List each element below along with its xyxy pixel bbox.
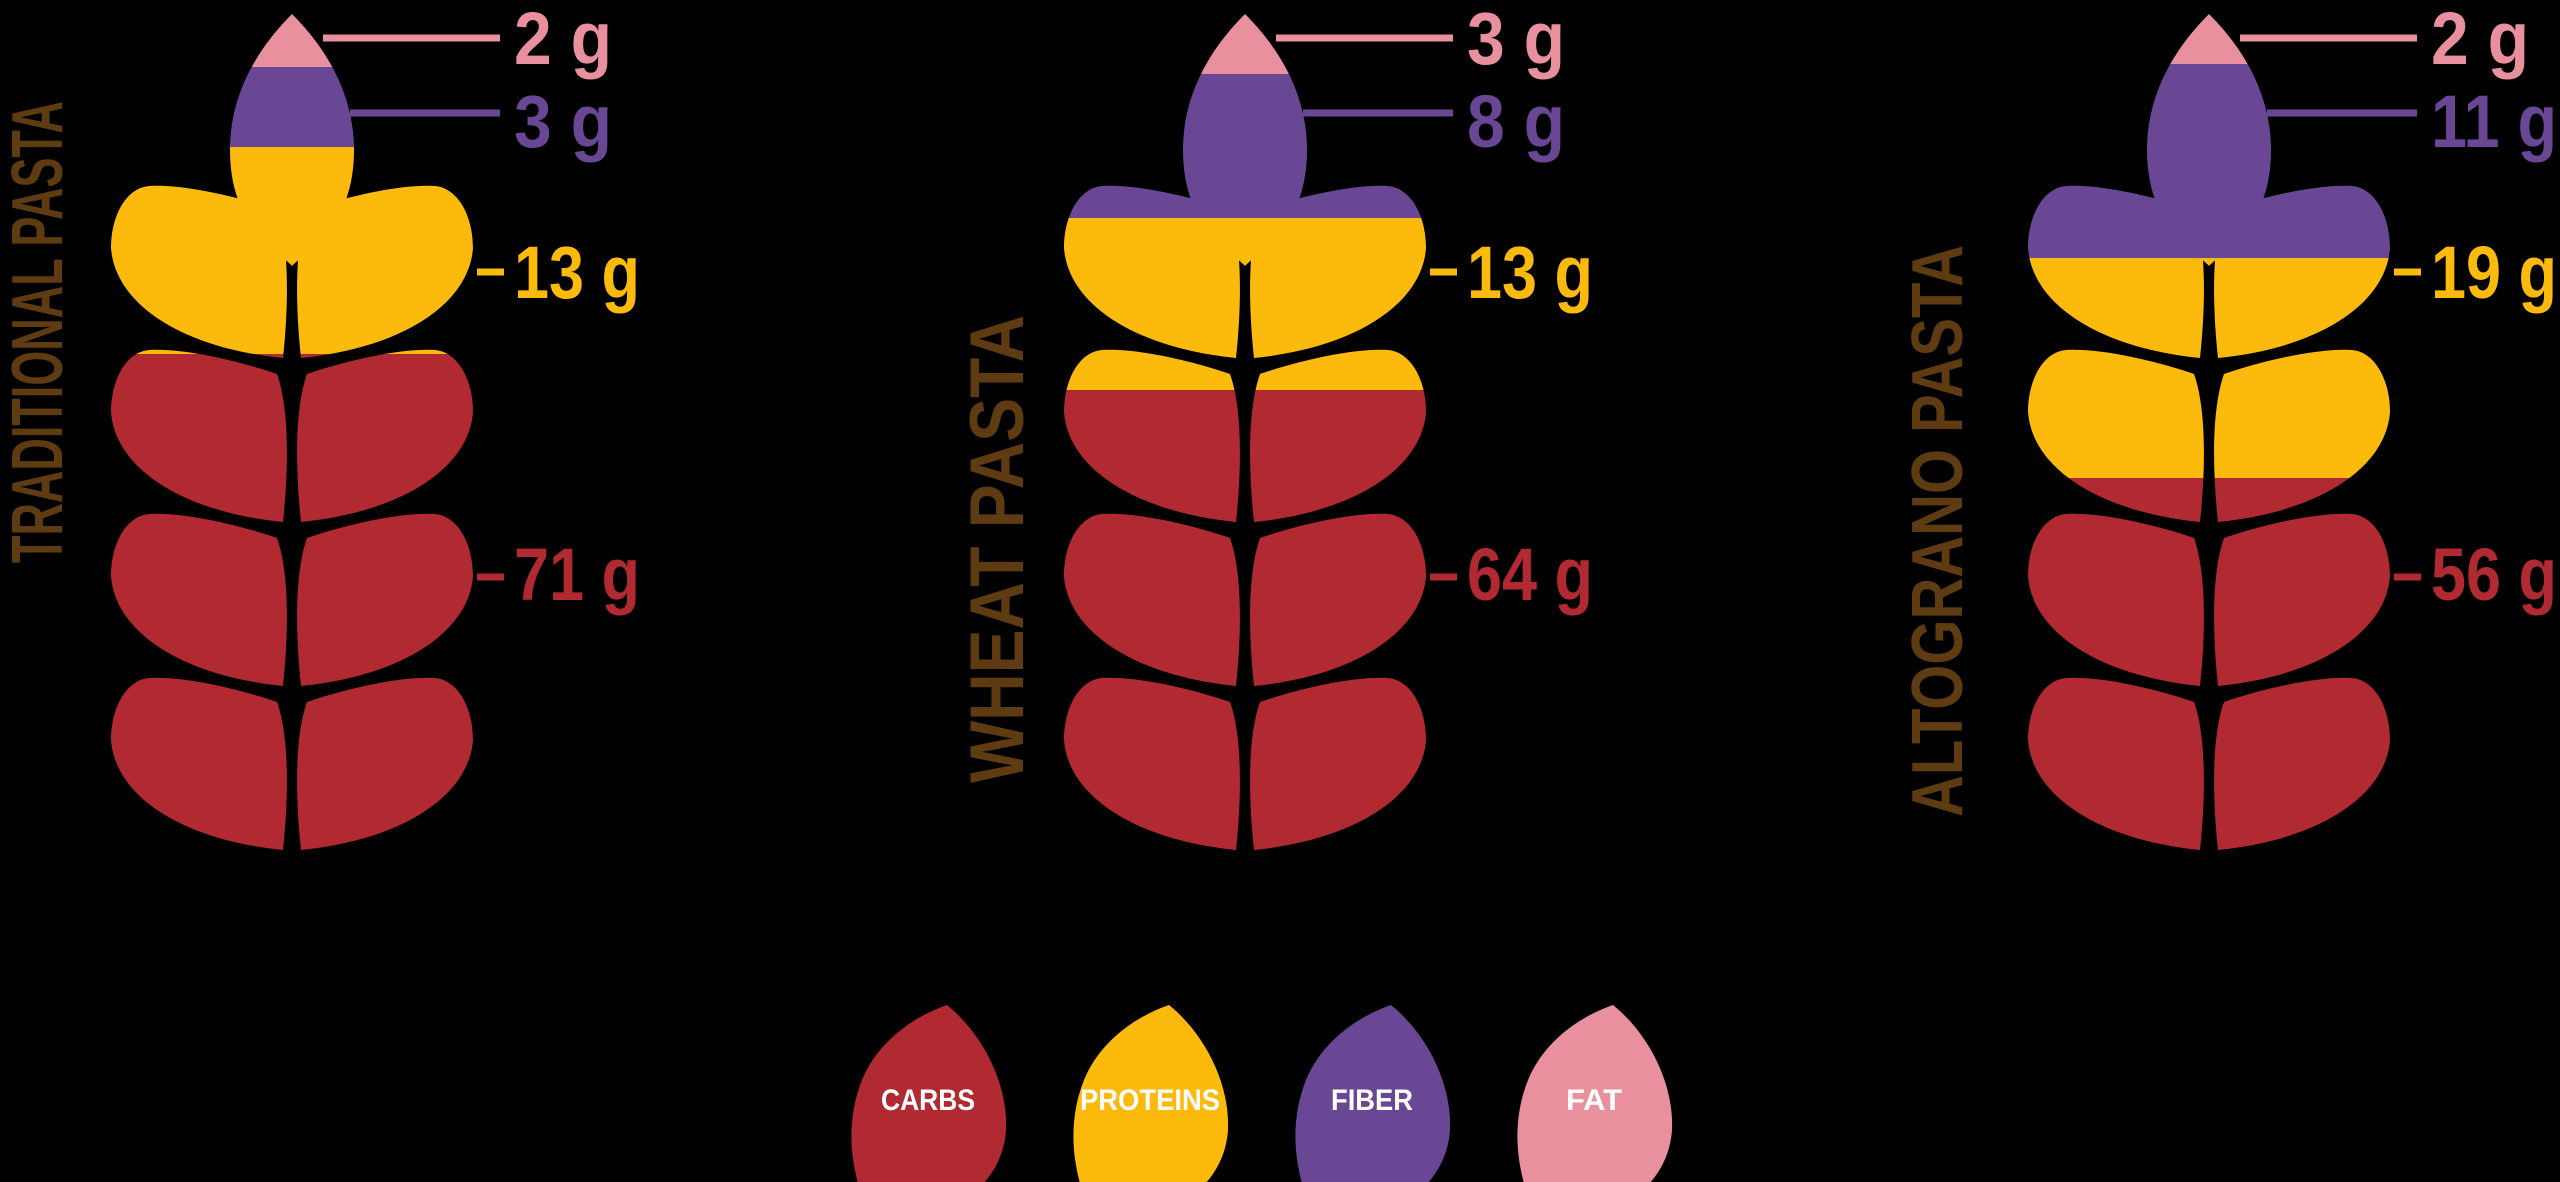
nutrient-bands xyxy=(111,14,473,850)
band-carbs xyxy=(1064,390,1426,850)
legend-item-fiber: FIBER xyxy=(1295,1005,1451,1182)
legend-label-proteins: PROTEINS xyxy=(1080,1084,1220,1117)
nutrient-bands xyxy=(1064,14,1426,850)
band-carbs xyxy=(111,354,473,850)
band-carbs xyxy=(2028,478,2390,850)
legend-leaf-proteins-icon xyxy=(1073,1005,1229,1182)
value-label-proteins: 13 g xyxy=(514,231,640,314)
band-proteins xyxy=(1064,218,1426,390)
value-label-fat: 2 g xyxy=(2431,0,2529,80)
legend-label-fat: FAT xyxy=(1566,1084,1622,1117)
band-fiber xyxy=(2028,64,2390,258)
value-label-fiber: 8 g xyxy=(1467,80,1565,163)
band-proteins xyxy=(111,147,473,354)
value-label-proteins: 13 g xyxy=(1467,231,1593,314)
value-label-proteins: 19 g xyxy=(2431,231,2557,314)
wheat-wheat-pasta: 3 g8 g 13 g 64 g WHEAT PASTA xyxy=(955,0,1593,850)
value-label-carbs: 64 g xyxy=(1467,533,1593,616)
category-label-wheat-pasta: WHEAT PASTA xyxy=(955,315,1040,783)
wheat-altograno-pasta: 2 g11 g 19 g 56 g ALTOGRANO PASTA xyxy=(1898,0,2557,850)
legend-item-carbs: CARBS xyxy=(851,1005,1007,1182)
legend-label-carbs: CARBS xyxy=(881,1084,975,1117)
value-label-fat: 3 g xyxy=(1467,0,1565,80)
value-label-carbs: 71 g xyxy=(514,533,640,616)
band-fiber xyxy=(111,67,473,147)
band-proteins xyxy=(2028,258,2390,478)
value-label-carbs: 56 g xyxy=(2431,533,2557,616)
legend-leaf-fiber-icon xyxy=(1295,1005,1451,1182)
legend: CARBS PROTEINS FIBER FAT xyxy=(851,1005,1673,1182)
legend-item-fat: FAT xyxy=(1517,1005,1673,1182)
value-label-fiber: 3 g xyxy=(514,80,612,163)
wheat-traditional-pasta: 2 g3 g 13 g 71 g TRADITIONAL PASTA xyxy=(0,0,640,850)
nutrient-bands xyxy=(2028,14,2390,850)
legend-label-fiber: FIBER xyxy=(1331,1084,1413,1117)
legend-item-proteins: PROTEINS xyxy=(1073,1005,1229,1182)
value-label-fiber: 11 g xyxy=(2431,80,2557,163)
legend-leaf-carbs-icon xyxy=(851,1005,1007,1182)
category-label-traditional-pasta: TRADITIONAL PASTA xyxy=(0,101,78,563)
legend-leaf-fat-icon xyxy=(1517,1005,1673,1182)
category-label-altograno-pasta: ALTOGRANO PASTA xyxy=(1898,245,1978,817)
band-fiber xyxy=(1064,74,1426,218)
value-label-fat: 2 g xyxy=(514,0,612,80)
